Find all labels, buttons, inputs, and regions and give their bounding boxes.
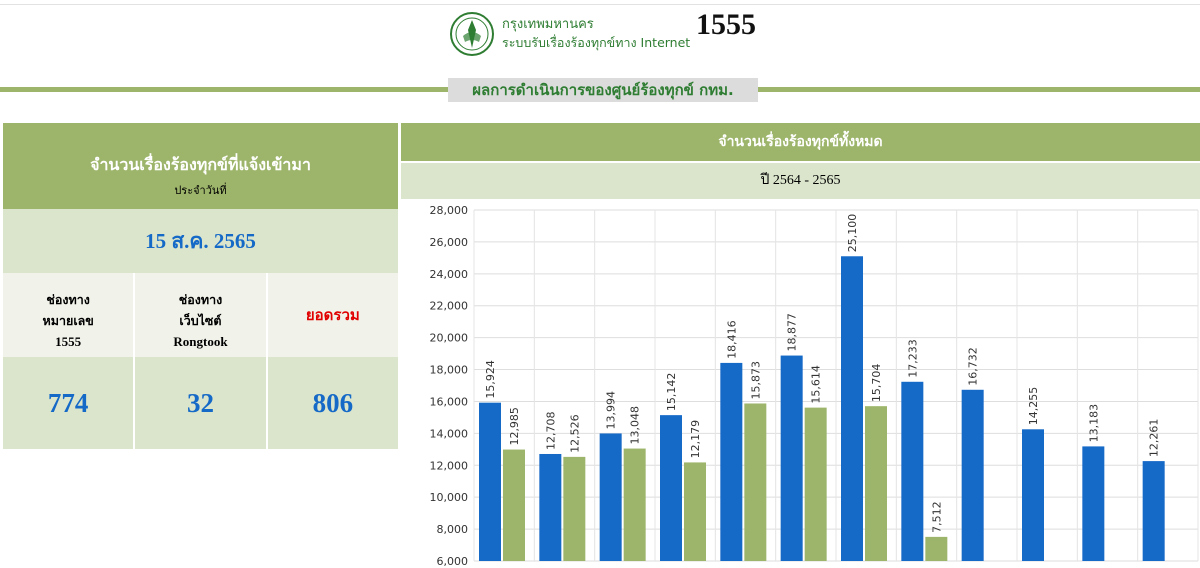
bar-series-2 [804, 407, 827, 561]
channel-labels-row: ช่องทาง หมายเลข 1555 ช่องทาง เว็บไซต์ Ro… [3, 273, 398, 357]
channel-phone-line1: ช่องทาง [46, 292, 90, 307]
y-tick-label: 10,000 [430, 491, 469, 504]
channel-web-count: 32 [135, 357, 268, 449]
bar-value-label: 15,924 [484, 360, 497, 399]
page-banner: ผลการดำเนินการของศูนย์ร้องทุกข์ กทม. [448, 78, 758, 102]
bar-value-label: 16,732 [967, 347, 980, 386]
total-complaints-panel: จำนวนเรื่องร้องทุกข์ทั้งหมด ปี 2564 - 25… [401, 123, 1200, 199]
org-name: กรุงเทพมหานคร [502, 17, 594, 32]
y-tick-label: 12,000 [430, 459, 469, 472]
bar-series-2 [563, 456, 586, 561]
y-tick-label: 28,000 [430, 204, 469, 217]
bar-value-label: 7,512 [930, 501, 943, 532]
bar-series-1 [961, 389, 984, 561]
channel-phone-count: 774 [3, 357, 136, 449]
bar-value-label: 13,048 [629, 406, 642, 445]
y-tick-label: 16,000 [430, 395, 469, 408]
bar-series-1 [780, 355, 803, 561]
bar-series-1 [599, 433, 622, 561]
daily-panel-title: จำนวนเรื่องร้องทุกข์ที่แจ้งเข้ามา [90, 155, 311, 174]
bar-value-label: 12,985 [508, 407, 521, 446]
bar-series-2 [865, 406, 887, 561]
bar-value-label: 17,233 [906, 339, 919, 378]
channel-web-line3: Rongtook [173, 334, 228, 349]
bar-value-label: 18,877 [786, 313, 799, 352]
bar-value-label: 12,526 [568, 414, 581, 453]
channel-web-line1: ช่องทาง [178, 292, 223, 307]
bar-value-label: 13,183 [1087, 404, 1100, 443]
report-date: 15 ส.ค. 2565 [3, 209, 398, 273]
bar-value-label: 15,614 [810, 365, 823, 404]
total-count: 806 [267, 357, 398, 449]
y-tick-label: 22,000 [430, 300, 469, 313]
bar-series-1 [1022, 429, 1044, 561]
y-tick-label: 8,000 [437, 523, 469, 536]
y-tick-label: 14,000 [430, 427, 469, 440]
bar-series-2 [925, 536, 948, 561]
bar-series-1 [539, 453, 562, 561]
bar-value-label: 12,708 [544, 411, 557, 450]
bar-series-1 [660, 415, 682, 561]
bar-series-2 [503, 449, 525, 561]
channel-values-row: 774 32 806 [3, 357, 398, 449]
y-tick-label: 26,000 [430, 236, 469, 249]
bar-series-1 [720, 362, 743, 561]
channel-web-line2: เว็บไซต์ [179, 313, 222, 328]
bar-value-label: 14,255 [1027, 387, 1040, 426]
bar-series-1 [901, 381, 924, 561]
hotline-number: 1555 [696, 8, 756, 41]
channel-phone-line2: หมายเลข [42, 313, 94, 328]
y-tick-label: 20,000 [430, 332, 469, 345]
complaints-bar-chart: 6,000 8,000 10,000 12,000 14,000 16,000 18,000… [430, 204, 1199, 568]
channel-phone-label: ช่องทาง หมายเลข 1555 [3, 273, 136, 357]
bar-series-1 [479, 402, 501, 561]
bar-series-2 [623, 448, 646, 561]
y-tick-label: 18,000 [430, 364, 469, 377]
bar-value-label: 15,142 [665, 373, 678, 412]
channel-phone-line3: 1555 [55, 334, 82, 349]
bangkok-seal-icon [450, 12, 494, 56]
system-name: ระบบรับเรื่องร้องทุกข์ทาง Internet [502, 35, 691, 50]
bar-value-label: 25,100 [846, 214, 859, 253]
chart-year-range: ปี 2564 - 2565 [401, 163, 1200, 199]
bar-value-label: 15,873 [749, 361, 762, 400]
bar-value-label: 18,416 [725, 320, 738, 359]
bar-value-label: 12,261 [1148, 419, 1161, 458]
site-header: กรุงเทพมหานคร ระบบรับเรื่องร้องทุกข์ทาง … [0, 0, 1200, 80]
daily-panel-header: จำนวนเรื่องร้องทุกข์ที่แจ้งเข้ามา ประจำว… [3, 123, 398, 209]
channel-web-label: ช่องทาง เว็บไซต์ Rongtook [135, 273, 268, 357]
daily-complaints-panel: จำนวนเรื่องร้องทุกข์ที่แจ้งเข้ามา ประจำว… [3, 123, 398, 449]
bar-series-2 [744, 403, 767, 561]
total-label: ยอดรวม [267, 273, 398, 357]
daily-panel-subtitle: ประจำวันที่ [174, 184, 227, 197]
bar-series-2 [684, 462, 706, 561]
y-tick-label: 24,000 [430, 268, 469, 281]
bar-series-1 [1082, 446, 1105, 561]
bar-value-label: 12,179 [689, 420, 702, 459]
bar-value-label: 13,994 [605, 391, 618, 430]
bar-series-1 [841, 256, 863, 561]
top-border [0, 4, 1200, 5]
chart-panel-title: จำนวนเรื่องร้องทุกข์ทั้งหมด [401, 123, 1200, 161]
y-tick-label: 6,000 [437, 555, 469, 568]
bar-series-1 [1142, 461, 1165, 561]
bar-value-label: 15,704 [870, 364, 883, 403]
